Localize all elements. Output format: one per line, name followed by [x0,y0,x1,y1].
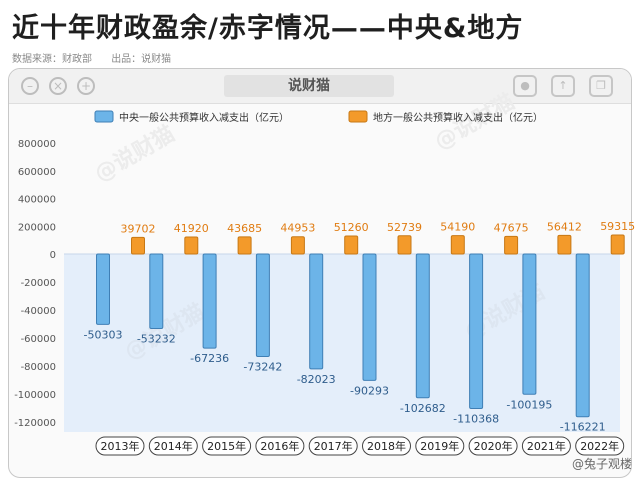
bar-central [202,253,217,349]
category-label: 2019年 [420,439,459,453]
data-label-central: -53232 [137,333,176,346]
page-title: 近十年财政盈余/赤字情况——中央&地方 [12,13,524,44]
data-label-central: -50303 [84,328,123,341]
data-label-local: 43685 [227,222,262,235]
category-label: 2017年 [314,439,353,453]
bar-central [469,253,484,410]
data-label-local: 56412 [547,220,582,233]
category-pill [362,436,411,456]
category-label: 2020年 [474,439,513,453]
bar-local [184,236,199,255]
legend-label-central: 中央一般公共预算收入减支出（亿元） [119,111,289,124]
data-label-local: 51260 [334,221,369,234]
minimize-icon[interactable]: – [21,77,39,95]
bar-central [255,253,270,358]
bar-local [450,235,465,255]
legend-swatch-local [348,110,368,123]
category-label: 2013年 [101,439,140,453]
data-label-central: -116221 [560,421,606,434]
footer-watermark: @兔子观楼 [572,456,632,471]
y-tick-label: -60000 [21,334,56,345]
data-label-local: 41920 [174,222,209,235]
copy-icon[interactable]: ❐ [589,75,613,97]
bar-local [504,235,519,255]
record-icon[interactable]: ● [513,75,537,97]
legend-label-local: 地方一般公共预算收入减支出（亿元） [373,111,543,124]
y-tick-label: 0 [50,250,56,261]
category-label: 2015年 [207,439,246,453]
category-pill [468,436,518,456]
bar-central [96,253,110,325]
data-label-central: -102682 [400,402,446,415]
bar-central [362,253,377,381]
add-icon[interactable]: + [77,77,95,95]
y-tick-label: -20000 [21,278,56,289]
data-label-central: -67236 [190,352,229,365]
bar-central [149,253,164,330]
bar-local [557,234,572,255]
window-toolbar: – × + 说财猫 ● ↑ ❐ [9,69,631,104]
category-label: 2021年 [527,439,566,453]
data-label-central: -90293 [350,384,389,397]
y-tick-label: -120000 [14,418,56,429]
source-line: 数据来源：财政部 出品：说财猫 [12,50,187,65]
category-pill [575,436,625,456]
y-tick-label: 400000 [18,195,56,206]
bar-local [344,235,359,255]
data-label-central: -100195 [506,398,552,411]
category-pill [255,436,305,456]
data-label-local: 54190 [440,221,475,234]
data-label-local: 52739 [387,221,422,234]
data-label-local: 39702 [121,222,156,235]
data-label-central: -110368 [453,413,499,426]
y-tick-label: 200000 [18,222,56,233]
legend-swatch-central [94,110,114,123]
category-pill [415,436,465,456]
category-label: 2014年 [154,439,193,453]
bar-local [290,236,305,255]
publisher: 出品：说财猫 [111,54,172,65]
y-tick-label: -40000 [21,306,56,317]
data-label-local: 59315 [600,220,635,233]
data-label-central: -73242 [243,361,282,374]
bar-central [309,253,324,370]
category-pill [521,436,571,456]
bar-central [415,253,430,399]
category-label: 2016年 [260,439,299,453]
category-label: 2018年 [367,439,406,453]
brand-label: 说财猫 [224,75,394,97]
share-icon[interactable]: ↑ [551,75,575,97]
data-label-central: -82023 [297,373,336,386]
y-tick-label: 800000 [18,139,56,150]
bar-central [575,253,590,418]
category-pill [148,436,198,456]
bar-local [610,234,625,255]
bar-central [522,253,537,395]
y-tick-label: 600000 [18,167,56,178]
data-label-local: 44953 [280,222,315,235]
category-label: 2022年 [580,439,619,453]
close-icon[interactable]: × [49,77,67,95]
category-pill [308,436,358,456]
data-label-local: 47675 [494,221,529,234]
data-source: 数据来源：财政部 [12,54,92,65]
bar-local [131,236,145,255]
bar-local [397,235,412,255]
watermark: @说财猫 [90,121,179,188]
category-pill [95,436,145,456]
bar-local [237,236,252,255]
y-tick-label: -80000 [21,362,56,373]
category-pill [202,436,252,456]
y-tick-label: -100000 [14,390,56,401]
